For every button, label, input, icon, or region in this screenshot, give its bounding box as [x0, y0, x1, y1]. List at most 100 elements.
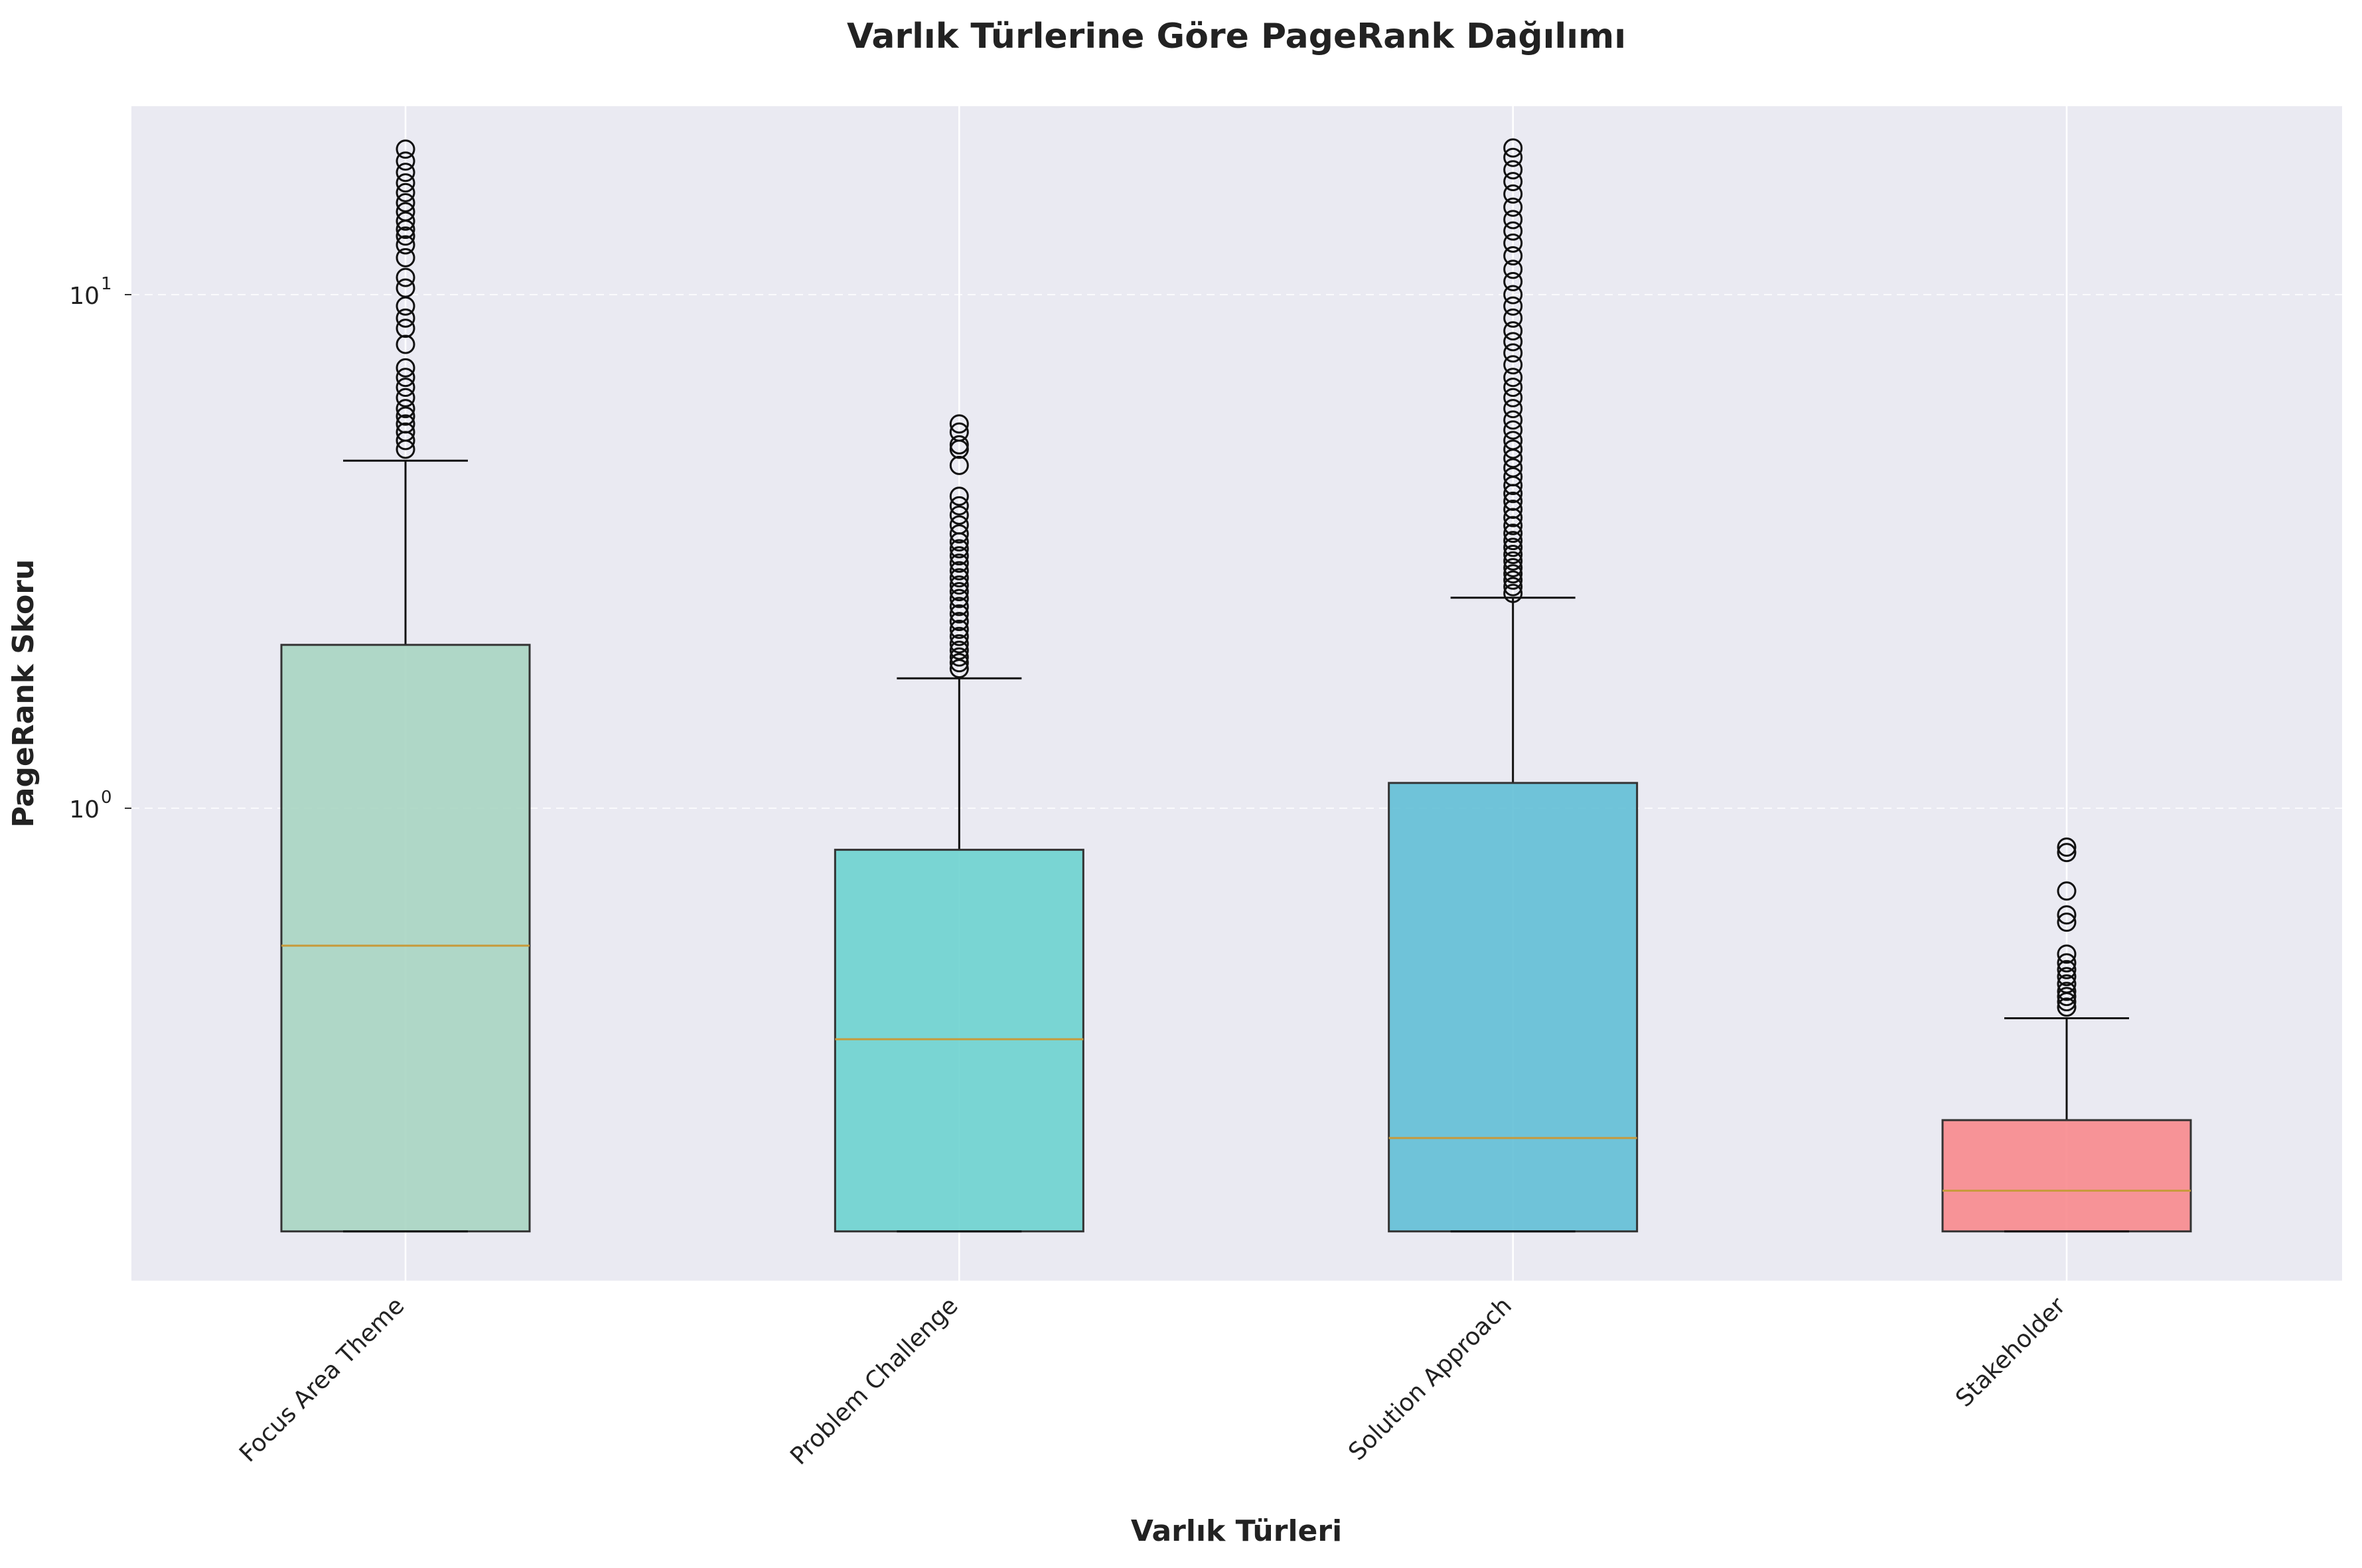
y-tick-base: 10 — [69, 283, 100, 310]
x-tick-label: Problem Challenge — [785, 1292, 963, 1470]
outlier-point — [949, 589, 969, 608]
iqr-box — [834, 849, 1084, 1233]
outlier-point — [396, 368, 415, 388]
iqr-box — [280, 644, 531, 1233]
outlier-point — [949, 546, 969, 566]
outlier-point — [396, 378, 415, 397]
outlier-point — [2057, 974, 2077, 994]
outlier-point — [2057, 881, 2077, 901]
outlier-point — [1503, 410, 1523, 430]
iqr-box — [1941, 1119, 2192, 1233]
outlier-point — [1503, 583, 1523, 603]
outlier-point — [1503, 491, 1523, 511]
outlier-point — [1503, 210, 1523, 230]
outlier-point — [949, 568, 969, 588]
outlier-point — [949, 486, 969, 506]
outlier-point — [949, 505, 969, 525]
outlier-point — [2057, 912, 2077, 932]
outlier-point — [949, 553, 969, 573]
outlier-point — [949, 647, 969, 667]
outlier-point — [949, 640, 969, 660]
outlier-point — [396, 278, 415, 298]
outlier-point — [396, 388, 415, 407]
outlier-point — [949, 619, 969, 639]
outlier-point — [396, 163, 415, 182]
outlier-point — [1503, 531, 1523, 551]
outlier-point — [949, 626, 969, 646]
y-tick: 10 1 — [69, 274, 131, 310]
outlier-point — [396, 308, 415, 328]
outlier-point — [1503, 332, 1523, 352]
outlier-point — [949, 597, 969, 616]
outlier-point — [1503, 545, 1523, 565]
outlier-point — [949, 634, 969, 654]
x-tick-label: Solution Approach — [1343, 1292, 1517, 1466]
outlier-point — [949, 496, 969, 516]
outlier-point — [2057, 953, 2077, 973]
y-tick-exponent: 0 — [101, 788, 112, 808]
outlier-point — [1503, 321, 1523, 341]
outlier-point — [1503, 388, 1523, 407]
box-stakeholder — [1941, 837, 2192, 1233]
outlier-point — [1503, 378, 1523, 397]
outlier-point — [1503, 197, 1523, 217]
outlier-point — [1503, 524, 1523, 543]
outlier-point — [1503, 138, 1523, 158]
outlier-point — [949, 422, 969, 442]
outlier-point — [949, 414, 969, 434]
chart-title: Varlık Türlerine Göre PageRank Dağılımı — [847, 17, 1626, 56]
outlier-point — [949, 575, 969, 595]
outlier-point — [949, 561, 969, 581]
outlier-point — [1503, 368, 1523, 388]
outlier-point — [949, 435, 969, 455]
outlier-point — [949, 539, 969, 559]
outlier-point — [396, 202, 415, 222]
outlier-point — [1503, 557, 1523, 577]
y-tick-base: 10 — [69, 796, 100, 823]
outlier-point — [949, 515, 969, 535]
outlier-point — [1503, 570, 1523, 590]
outlier-point — [1503, 399, 1523, 419]
outlier-point — [396, 226, 415, 246]
outlier-point — [2057, 837, 2077, 857]
outlier-point — [396, 151, 415, 171]
outlier-point — [1503, 431, 1523, 451]
y-tick: 10 0 — [69, 788, 131, 823]
box-problem-challenge — [834, 414, 1084, 1233]
outlier-point — [1503, 537, 1523, 557]
x-tick-labels: Focus Area Theme Problem Challenge Solutio… — [234, 1292, 2071, 1470]
outlier-point — [396, 414, 415, 434]
outlier-point — [396, 267, 415, 287]
outlier-point — [2057, 967, 2077, 987]
outlier-point — [396, 192, 415, 212]
outlier-point — [1503, 355, 1523, 375]
outlier-point — [1503, 259, 1523, 279]
box-focus-area-theme — [280, 139, 531, 1233]
outlier-point — [396, 182, 415, 202]
outlier-point — [1503, 308, 1523, 328]
outlier-point — [2057, 905, 2077, 925]
outlier-point — [396, 422, 415, 442]
y-axis-label: PageRank Skoru — [7, 559, 40, 828]
outlier-point — [1503, 184, 1523, 204]
outlier-point — [2057, 987, 2077, 1007]
outlier-point — [396, 173, 415, 193]
outlier-point — [1503, 439, 1523, 459]
boxes — [280, 138, 2192, 1233]
outlier-point — [1503, 172, 1523, 192]
outlier-point — [949, 653, 969, 673]
outlier-point — [1503, 147, 1523, 167]
outlier-point — [1503, 246, 1523, 266]
outlier-point — [1503, 551, 1523, 571]
outlier-point — [949, 582, 969, 602]
box-solution-approach — [1388, 138, 1639, 1233]
outlier-point — [396, 248, 415, 267]
outlier-point — [1503, 343, 1523, 363]
outlier-point — [396, 358, 415, 378]
outlier-point — [1503, 221, 1523, 241]
outlier-point — [396, 406, 415, 426]
outlier-point — [396, 211, 415, 231]
outlier-point — [396, 399, 415, 419]
